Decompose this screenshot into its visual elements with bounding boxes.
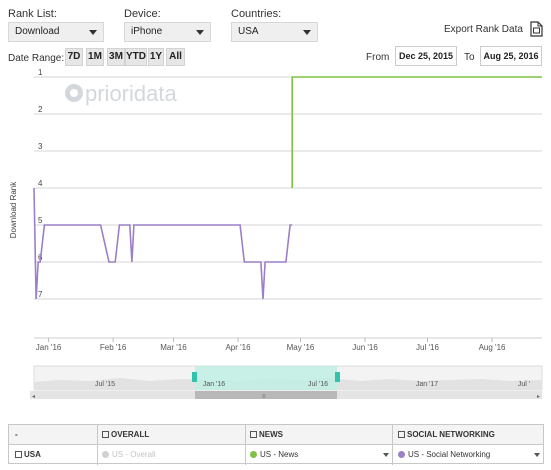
plot-area <box>34 75 542 338</box>
x-tick-label: May '16 <box>287 343 315 352</box>
chevron-down-icon[interactable] <box>534 453 540 457</box>
rank-list-label: Rank List: <box>8 8 57 20</box>
chevron-down-icon[interactable] <box>383 453 389 457</box>
y-axis-label: Download Rank <box>9 181 18 238</box>
date-range-label: Date Range: <box>8 53 65 64</box>
export-file-icon[interactable] <box>530 21 543 37</box>
x-tick-label: Jul '16 <box>416 343 439 352</box>
scroll-left-icon[interactable]: ◂ <box>32 394 35 400</box>
checkbox-icon[interactable] <box>250 431 257 438</box>
device-select[interactable]: iPhone <box>124 22 211 42</box>
date-range-3m-button[interactable]: 3M <box>107 48 125 66</box>
header-overall[interactable]: OVERALL <box>102 425 149 445</box>
checkbox-icon[interactable] <box>102 431 109 438</box>
header-social-networking[interactable]: SOCIAL NETWORKING <box>398 425 495 445</box>
x-tick-label: Aug '16 <box>479 343 506 352</box>
navigator-label: Jul ' <box>518 381 530 388</box>
y-tick-label: 7 <box>38 290 43 299</box>
date-range-1y-button[interactable]: 1Y <box>148 48 164 66</box>
y-tick-label: 1 <box>38 68 43 77</box>
rank-list-value: Download <box>15 26 60 37</box>
scroll-right-icon[interactable]: ▸ <box>537 394 540 400</box>
navigator-label: Jul '16 <box>308 381 328 388</box>
to-date-input[interactable]: Aug 25, 2016 <box>480 46 542 66</box>
chevron-down-icon <box>196 30 204 35</box>
scrollbar-grip-icon[interactable]: ≡ <box>262 394 266 400</box>
date-range-ytd-button[interactable]: YTD <box>125 48 147 66</box>
rank-list-select[interactable]: Download <box>8 22 104 42</box>
chevron-down-icon <box>89 30 97 35</box>
news-value[interactable]: US - News <box>250 445 298 465</box>
checkbox-icon[interactable] <box>398 431 405 438</box>
to-label: To <box>464 52 475 63</box>
date-range-7d-button[interactable]: 7D <box>65 48 83 66</box>
date-range-all-button[interactable]: All <box>166 48 185 66</box>
navigator-labels: Jul '15 Jan '16 Jul '16 Jan '17 Jul ' <box>95 381 530 388</box>
social-dot-icon <box>398 451 405 458</box>
from-date-input[interactable]: Dec 25, 2015 <box>395 46 457 66</box>
export-rank-data-link[interactable]: Export Rank Data <box>444 24 523 35</box>
header-collapse[interactable]: - <box>15 430 18 439</box>
chart-gridlines <box>34 75 542 339</box>
navigator-right-handle[interactable] <box>335 372 340 382</box>
x-tick-label: Jun '16 <box>352 343 378 352</box>
countries-select[interactable]: USA <box>231 22 318 42</box>
date-range-1m-button[interactable]: 1M <box>86 48 104 66</box>
y-tick-label: 4 <box>38 179 43 188</box>
range-navigator[interactable]: Jul '15 Jan '16 Jul '16 Jan '17 Jul ' ◂ ▸ ≡ <box>30 365 543 400</box>
chart-series <box>33 76 542 300</box>
news-series-line <box>291 76 542 188</box>
x-tick-label: Jan '16 <box>36 343 62 352</box>
x-tick-label: Mar '16 <box>160 343 187 352</box>
news-dot-icon <box>250 451 257 458</box>
y-tick-label: 5 <box>38 216 43 225</box>
overall-dot-icon <box>102 451 109 458</box>
device-value: iPhone <box>131 26 163 37</box>
table-header <box>9 425 543 445</box>
x-tick-labels: Jan '16 Feb '16 Mar '16 Apr '16 May '16 Jun '… <box>36 338 506 352</box>
watermark-text: prioridata <box>85 81 177 106</box>
navigator-label: Jan '17 <box>416 381 438 388</box>
navigator-selection[interactable] <box>195 366 337 390</box>
social-networking-value[interactable]: US - Social Networking <box>398 445 490 465</box>
x-tick-label: Apr '16 <box>225 343 251 352</box>
countries-value: USA <box>238 26 259 37</box>
prioridata-watermark: prioridata <box>65 81 177 106</box>
navigator-label: Jan '16 <box>203 381 225 388</box>
minus-box-icon[interactable] <box>15 451 22 458</box>
comparison-table: - OVERALL NEWS SOCIAL NETWORKING USA US … <box>8 424 544 465</box>
row-usa[interactable]: USA <box>15 445 41 465</box>
y-tick-label: 3 <box>38 142 43 151</box>
countries-label: Countries: <box>231 8 282 20</box>
chevron-down-icon <box>303 30 311 35</box>
header-news[interactable]: NEWS <box>250 425 283 445</box>
from-label: From <box>366 52 390 63</box>
navigator-label: Jul '15 <box>95 381 115 388</box>
x-tick-label: Feb '16 <box>100 343 127 352</box>
device-label: Device: <box>124 8 161 20</box>
social-networking-series-line <box>33 187 293 300</box>
y-tick-label: 2 <box>38 105 43 114</box>
overall-value[interactable]: US - Overall <box>102 445 156 465</box>
navigator-left-handle[interactable] <box>192 372 197 382</box>
navigator-scrollbar-thumb[interactable] <box>195 391 337 399</box>
